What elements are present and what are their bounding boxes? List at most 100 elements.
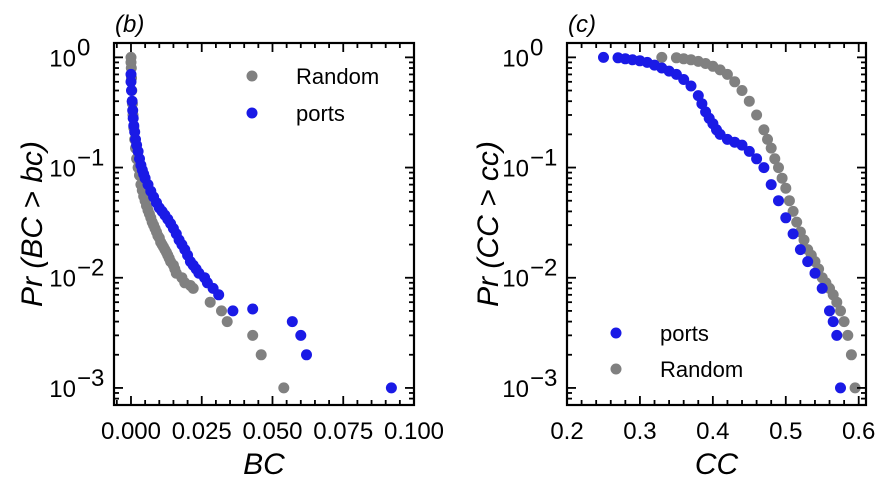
random-point [773,162,784,174]
y-tick-exponent: 0 [530,34,543,61]
random-point [736,85,748,96]
legend-marker-random [246,70,258,82]
ports-point [816,282,828,294]
ports-point [696,98,708,110]
y-tick-label: 10 [502,266,529,293]
ports-point [126,95,138,107]
random-point [762,133,773,145]
random-point [255,349,267,361]
x-tick-label: 0.025 [172,418,232,445]
ports-point [809,267,821,279]
plot-frame [112,41,416,407]
y-tick-exponent: −3 [530,365,557,392]
y-tick-label: 10 [49,266,76,293]
random-point [204,296,216,308]
ports-point [758,162,770,174]
random-point [849,382,861,394]
x-tick-label: 0.000 [101,418,161,445]
random-point [765,142,777,154]
legend-label-random: Random [660,357,743,382]
random-point [247,329,259,341]
random-point [729,76,741,88]
ports-point [301,349,312,361]
ports-point [827,316,839,328]
ports-point [787,228,799,240]
ports-point [802,256,814,268]
y-tick-exponent: 0 [77,34,90,61]
random-point [787,205,799,217]
ports-point [127,104,139,116]
ports-point [227,305,239,317]
legend-label-ports: ports [296,101,345,126]
random-point [278,382,290,394]
x-tick-label: 0.3 [623,418,656,445]
x-axis-label: BC [243,448,285,481]
y-tick-label: 10 [49,376,76,403]
y-axis-label: Pr (CC > cc) [472,141,505,307]
x-tick-label: 0.6 [842,418,875,445]
y-tick-label: 10 [502,45,529,72]
series-random [656,51,861,394]
x-tick-label: 0.4 [696,418,729,445]
ports-point [794,244,806,256]
random-point [783,195,795,207]
x-tick-label: 0.5 [769,418,802,445]
random-point [831,296,843,308]
x-tick-label: 0.2 [550,418,583,445]
x-tick-label: 0.100 [384,418,444,445]
random-point [798,234,810,246]
y-axis-label: Pr (BC > bc) [16,141,49,307]
plot-frame [565,41,868,407]
random-point [656,51,668,63]
legend-marker-ports [246,107,258,119]
ports-point [247,303,259,315]
series-ports [125,68,397,394]
y-tick-label: 10 [502,376,529,403]
ports-point [598,51,609,63]
y-tick-exponent: −3 [77,365,104,392]
y-tick-exponent: −2 [77,255,104,282]
x-tick-label: 0.075 [313,418,373,445]
random-point [780,182,792,194]
ports-point [743,145,755,157]
ticks [566,43,866,406]
ports-point [773,195,784,207]
random-point [221,316,233,328]
random-point [743,95,755,107]
random-point [769,153,781,165]
ports-point [685,80,697,92]
x-axis-label: CC [695,448,739,481]
y-tick-label: 10 [49,156,76,183]
ports-point [765,179,777,191]
ports-point [126,85,137,96]
random-point [758,124,770,136]
random-point [187,282,199,294]
y-tick-label: 10 [502,156,529,183]
ports-point [678,74,690,85]
random-point [835,305,846,317]
ticks [114,43,415,406]
random-point [838,316,850,328]
ports-point [831,329,843,341]
legend: ports Random [610,321,743,382]
random-point [842,329,854,341]
y-tick-exponent: −1 [77,145,104,172]
legend-label-ports: ports [660,321,709,346]
random-point [791,216,803,228]
random-point [216,305,227,317]
panel-label: (b) [115,11,144,38]
legend-marker-ports [610,327,622,339]
ports-point [125,76,137,88]
ports-point [736,139,748,151]
y-tick-exponent: −1 [530,145,557,172]
ports-point [385,382,397,394]
x-tick-label: 0.050 [242,418,302,445]
ports-point [751,153,763,165]
legend-label-random: Random [296,64,379,89]
random-point [776,172,788,184]
ports-point [295,329,307,341]
legend: Random ports [246,64,379,126]
